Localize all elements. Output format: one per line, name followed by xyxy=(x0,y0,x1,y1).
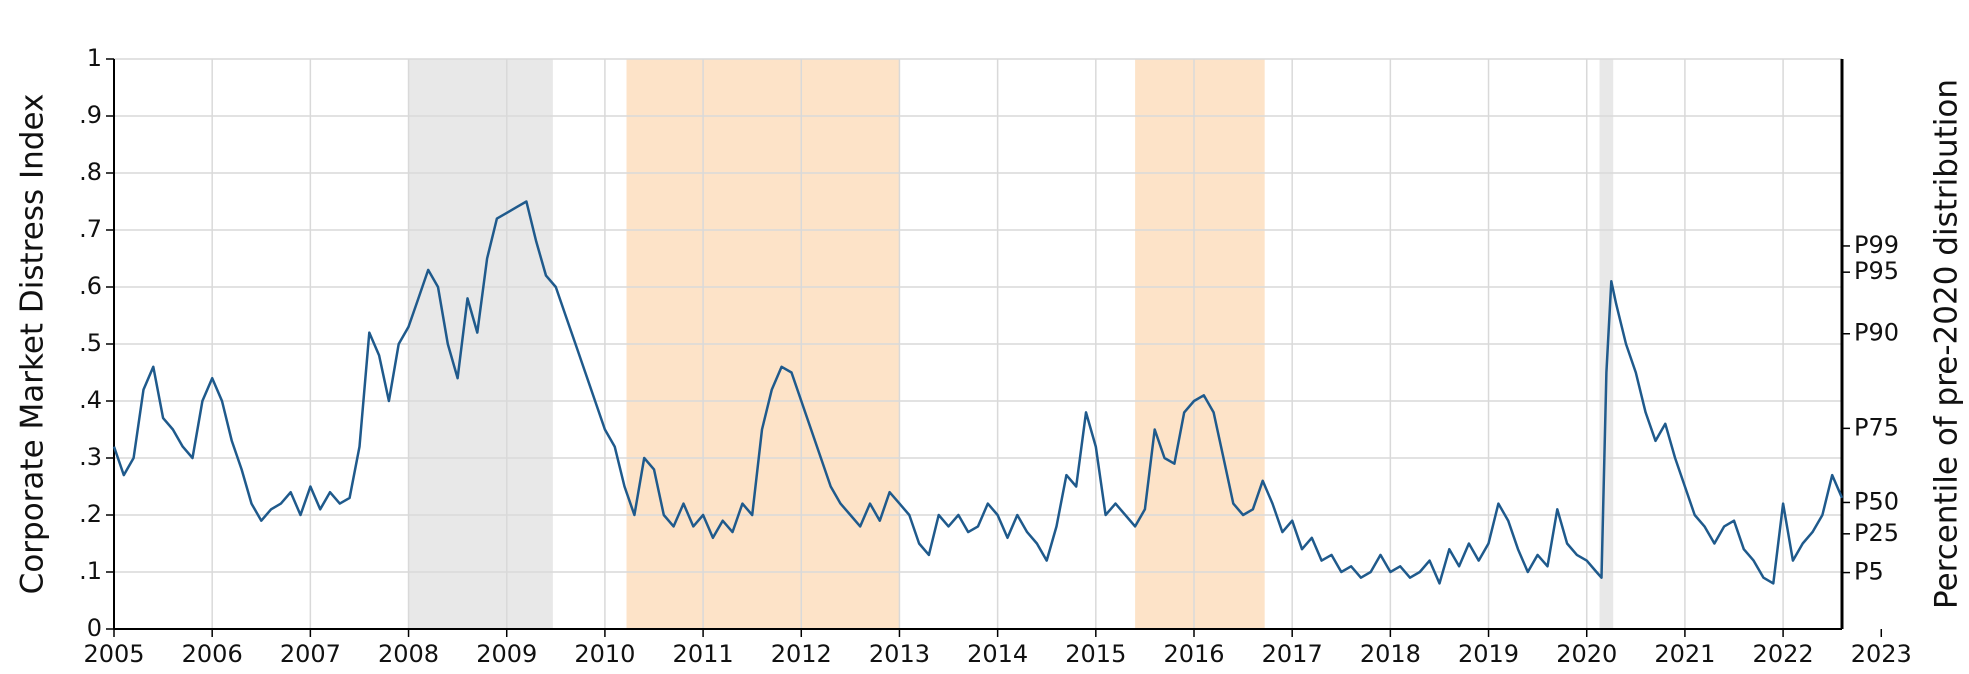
x-tick-label: 2016 xyxy=(1163,640,1224,668)
y-tick-label: 1 xyxy=(87,44,102,72)
y-tick-label: .8 xyxy=(79,158,102,186)
y2-tick-label: P50 xyxy=(1854,487,1899,515)
y-tick-label: 0 xyxy=(87,614,102,642)
x-tick-label: 2008 xyxy=(378,640,439,668)
x-tick-label: 2018 xyxy=(1360,640,1421,668)
y-tick-label: .2 xyxy=(79,500,102,528)
x-tick-label: 2006 xyxy=(182,640,243,668)
x-tick-label: 2011 xyxy=(673,640,734,668)
y2-tick-label: P95 xyxy=(1854,257,1899,285)
y2-tick-label: P25 xyxy=(1854,519,1899,547)
y2-tick-label: P75 xyxy=(1854,413,1899,441)
x-tick-label: 2009 xyxy=(476,640,537,668)
y-tick-label: .3 xyxy=(79,443,102,471)
x-tick-label: 2022 xyxy=(1753,640,1814,668)
x-tick-label: 2012 xyxy=(771,640,832,668)
y-tick-label: .1 xyxy=(79,557,102,585)
data-line xyxy=(112,200,1844,585)
x-tick-label: 2023 xyxy=(1851,640,1912,668)
y2-tick-label: P90 xyxy=(1854,319,1899,347)
y2-tick-label: P99 xyxy=(1854,231,1899,259)
x-tick-label: 2014 xyxy=(967,640,1028,668)
y-axis-label: Corporate Market Distress Index xyxy=(15,94,51,595)
x-tick-label: 2007 xyxy=(280,640,341,668)
x-tick-label: 2005 xyxy=(83,640,144,668)
x-tick-label: 2013 xyxy=(869,640,930,668)
x-tick-label: 2015 xyxy=(1065,640,1126,668)
y-tick-label: .5 xyxy=(79,329,102,357)
x-tick-label: 2017 xyxy=(1262,640,1323,668)
y-tick-label: .7 xyxy=(79,215,102,243)
y2-axis-label: Percentile of pre-2020 distribution xyxy=(1929,79,1965,609)
y-tick-label: .9 xyxy=(79,101,102,129)
x-tick-label: 2021 xyxy=(1654,640,1715,668)
x-tick-label: 2010 xyxy=(574,640,635,668)
y-tick-label: .6 xyxy=(79,272,102,300)
y2-tick-label: P5 xyxy=(1854,558,1884,586)
y-tick-label: .4 xyxy=(79,386,102,414)
x-tick-label: 2019 xyxy=(1458,640,1519,668)
x-tick-label: 2020 xyxy=(1556,640,1617,668)
